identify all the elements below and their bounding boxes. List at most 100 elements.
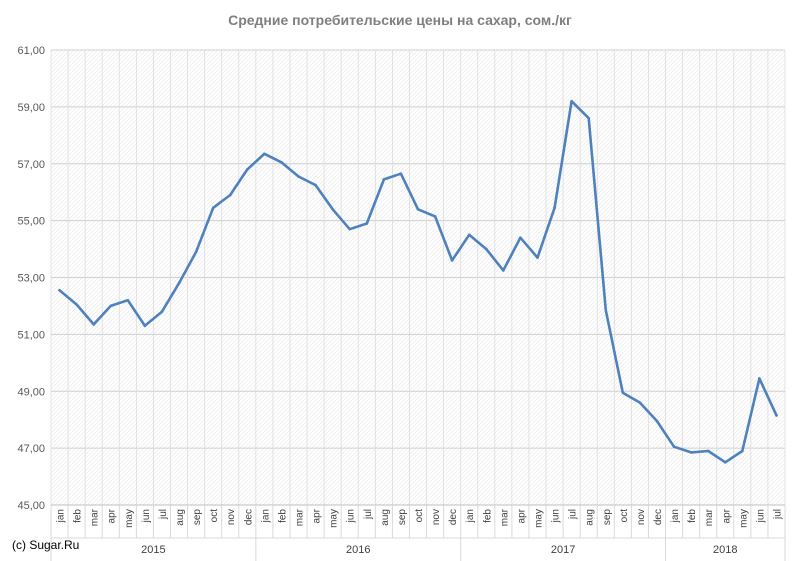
month-label: apr bbox=[721, 508, 732, 523]
month-label: nov bbox=[636, 509, 647, 525]
y-tick-label: 57,00 bbox=[17, 159, 45, 171]
data-point bbox=[672, 445, 676, 449]
data-point bbox=[382, 178, 386, 181]
data-point bbox=[75, 303, 78, 306]
month-label: mar bbox=[499, 508, 510, 526]
month-label: dec bbox=[653, 509, 664, 525]
data-point bbox=[263, 152, 266, 156]
month-label: jun bbox=[551, 509, 562, 523]
data-point bbox=[177, 281, 181, 285]
data-point bbox=[723, 461, 727, 464]
data-point bbox=[126, 298, 130, 302]
copyright-footer: (c) Sugar.Ru bbox=[12, 538, 80, 552]
y-tick-label: 51,00 bbox=[17, 329, 45, 341]
month-label: jul bbox=[568, 509, 579, 520]
data-point bbox=[450, 259, 454, 262]
data-point bbox=[211, 206, 215, 210]
month-label: feb bbox=[687, 509, 698, 523]
month-label: apr bbox=[312, 508, 323, 523]
month-label: oct bbox=[209, 509, 220, 523]
y-tick-label: 59,00 bbox=[17, 102, 45, 114]
chart-title: Средние потребительские цены на сахар, с… bbox=[228, 12, 572, 28]
month-label: jul bbox=[363, 509, 374, 520]
month-label: sep bbox=[602, 509, 613, 526]
data-point bbox=[655, 419, 659, 423]
month-label: jun bbox=[755, 509, 766, 523]
year-label: 2015 bbox=[141, 544, 165, 556]
data-point bbox=[604, 308, 608, 312]
month-label: jul bbox=[158, 509, 169, 520]
data-point bbox=[689, 451, 693, 454]
month-label: nov bbox=[431, 509, 442, 525]
month-label: jun bbox=[141, 509, 152, 523]
month-label: feb bbox=[482, 509, 493, 523]
data-point bbox=[587, 116, 590, 120]
data-point bbox=[416, 207, 420, 211]
data-point bbox=[519, 236, 522, 239]
year-label: 2017 bbox=[551, 544, 575, 556]
month-label: dec bbox=[243, 509, 254, 525]
data-point bbox=[109, 304, 113, 308]
data-point bbox=[92, 323, 95, 326]
data-point bbox=[433, 215, 437, 218]
month-label: oct bbox=[414, 509, 425, 523]
month-label: dec bbox=[448, 509, 459, 525]
data-point bbox=[143, 324, 147, 328]
month-label: jan bbox=[260, 509, 271, 523]
data-point bbox=[314, 183, 317, 187]
data-point bbox=[621, 391, 625, 394]
y-tick-label: 49,00 bbox=[17, 386, 45, 398]
data-point bbox=[706, 449, 710, 453]
month-label: feb bbox=[277, 509, 288, 523]
data-point bbox=[467, 233, 471, 237]
month-label: may bbox=[124, 509, 135, 528]
month-label: mar bbox=[90, 508, 101, 526]
y-tick-label: 45,00 bbox=[17, 500, 45, 512]
data-point bbox=[228, 193, 232, 197]
month-label: may bbox=[329, 509, 340, 528]
data-point bbox=[365, 222, 369, 225]
data-point bbox=[775, 414, 778, 417]
data-point bbox=[160, 310, 164, 313]
data-point bbox=[280, 161, 283, 164]
data-point bbox=[758, 377, 761, 380]
month-label: jul bbox=[772, 509, 783, 520]
month-label: feb bbox=[73, 509, 84, 523]
data-point bbox=[246, 168, 249, 171]
month-label: aug bbox=[585, 509, 596, 526]
month-label: jan bbox=[465, 509, 476, 523]
data-point bbox=[502, 269, 505, 272]
data-point bbox=[331, 207, 334, 211]
data-point bbox=[348, 227, 352, 231]
data-point bbox=[570, 99, 573, 103]
y-tick-label: 53,00 bbox=[17, 273, 45, 285]
month-label: jun bbox=[346, 509, 357, 523]
month-label: aug bbox=[175, 509, 186, 526]
month-label: aug bbox=[380, 509, 391, 526]
y-tick-label: 61,00 bbox=[17, 45, 45, 57]
month-label: mar bbox=[295, 508, 306, 526]
month-label: jan bbox=[670, 509, 681, 523]
y-tick-label: 55,00 bbox=[17, 216, 45, 228]
data-point bbox=[536, 256, 539, 259]
month-label: oct bbox=[619, 509, 630, 523]
month-label: may bbox=[533, 509, 544, 528]
data-point bbox=[741, 449, 744, 453]
data-point bbox=[297, 175, 300, 178]
data-point bbox=[484, 247, 488, 251]
month-label: jan bbox=[56, 509, 67, 523]
y-tick-label: 47,00 bbox=[17, 443, 45, 455]
month-label: mar bbox=[704, 508, 715, 526]
data-point bbox=[399, 172, 403, 176]
month-label: may bbox=[738, 509, 749, 528]
data-point bbox=[58, 288, 61, 292]
data-point bbox=[194, 250, 198, 254]
year-label: 2016 bbox=[346, 544, 370, 556]
month-label: sep bbox=[397, 509, 408, 526]
month-label: sep bbox=[192, 509, 203, 526]
month-label: apr bbox=[107, 508, 118, 523]
month-label: apr bbox=[516, 508, 527, 523]
data-point bbox=[553, 206, 556, 210]
